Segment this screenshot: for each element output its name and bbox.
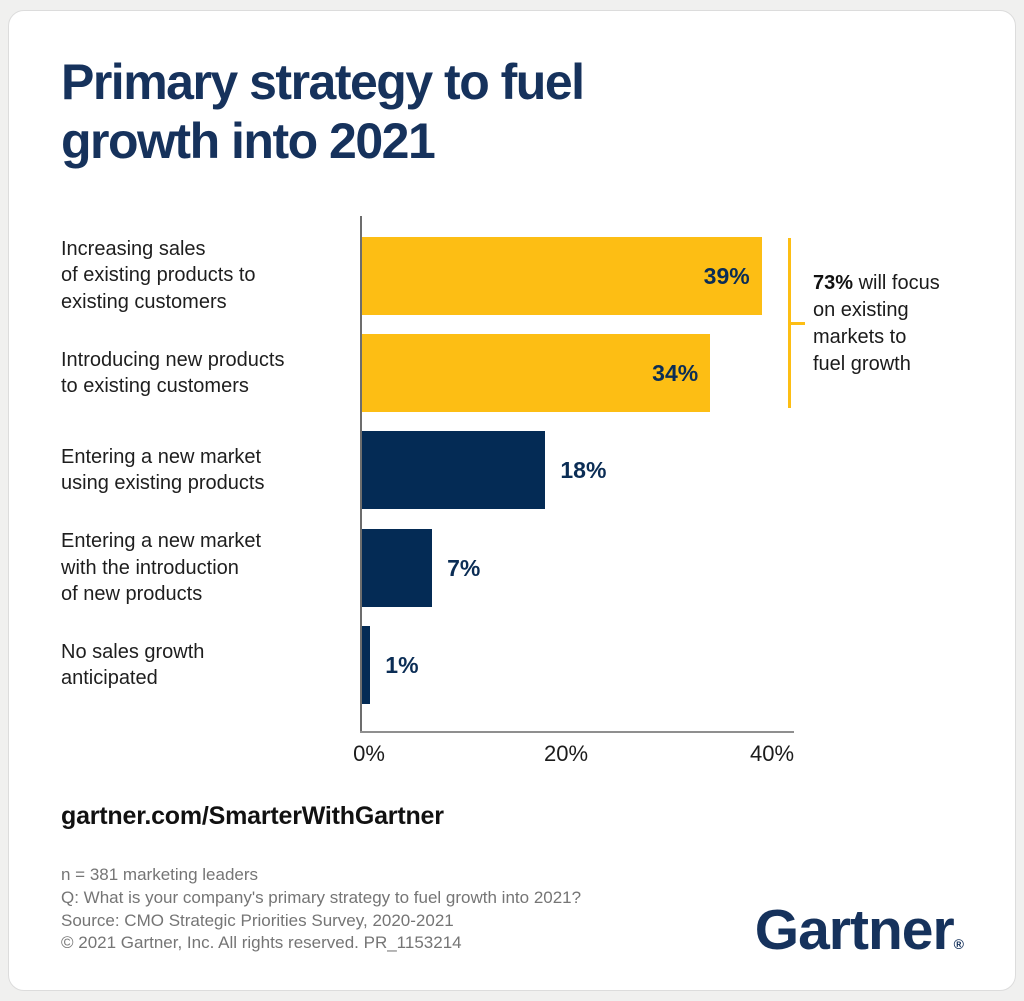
chart-title: Primary strategy to fuel growth into 202…	[61, 54, 585, 169]
bar-chart: Increasing sales of existing products to…	[61, 216, 975, 767]
footnotes: n = 381 marketing leaders Q: What is you…	[61, 864, 581, 954]
x-tick-40: 40%	[749, 741, 795, 767]
y-axis-line	[360, 216, 362, 731]
value-label: 1%	[385, 652, 419, 679]
footnote-question: Q: What is your company's primary strate…	[61, 887, 582, 907]
footnote-sample-size: n = 381 marketing leaders	[61, 865, 259, 885]
bar-track: 34%	[360, 334, 975, 413]
gartner-logo: Gartner®	[755, 902, 975, 959]
bar-track: 39%	[360, 236, 975, 315]
x-axis-ticks: 0% 20% 40%	[353, 741, 975, 767]
bar-row: Entering a new market using existing pro…	[61, 431, 975, 510]
bar-entering-market-new-products	[360, 528, 433, 607]
gartner-logo-text: Gartner	[754, 898, 955, 963]
bar-track: 7%	[360, 528, 975, 607]
infographic-card: Primary strategy to fuel growth into 202…	[8, 10, 1016, 991]
x-tick-0: 0%	[353, 741, 385, 767]
annotation-text: will focus on existing markets to fuel g…	[813, 272, 940, 375]
x-tick-20: 20%	[543, 741, 589, 767]
bar-track: 18%	[360, 431, 975, 510]
x-axis-line	[360, 731, 794, 734]
bar-entering-market-existing-products	[360, 431, 546, 510]
annotation-value: 73%	[813, 272, 854, 294]
bar-no-sales-growth	[360, 626, 371, 705]
registered-trademark-icon: ®	[953, 936, 964, 953]
value-label: 18%	[560, 457, 607, 484]
annotation-bracket-tick	[788, 322, 805, 325]
category-label: Increasing sales of existing products to…	[61, 238, 256, 313]
footnote-copyright: © 2021 Gartner, Inc. All rights reserved…	[61, 933, 462, 953]
bar-row: Entering a new market with the introduct…	[61, 528, 975, 607]
bar-introducing-new-products	[360, 334, 711, 413]
value-label: 7%	[447, 554, 481, 581]
bar-row: No sales growth anticipated 1%	[61, 626, 975, 705]
footer: n = 381 marketing leaders Q: What is you…	[61, 864, 975, 959]
category-label: No sales growth anticipated	[61, 640, 205, 690]
bar-row: Introducing new products to existing cus…	[61, 334, 975, 413]
value-label: 39%	[703, 262, 750, 289]
bar-track: 1%	[360, 626, 975, 705]
category-label: Introducing new products to existing cus…	[61, 348, 285, 398]
annotation-73-percent: 73% will focus on existing markets to fu…	[813, 270, 993, 378]
footnote-source: Source: CMO Strategic Priorities Survey,…	[61, 910, 454, 930]
gartner-site-link[interactable]: gartner.com/SmarterWithGartner	[61, 802, 444, 831]
value-label: 34%	[652, 360, 699, 387]
bar-row: Increasing sales of existing products to…	[61, 236, 975, 315]
category-label: Entering a new market with the introduct…	[61, 530, 262, 605]
bar-increasing-sales	[360, 236, 762, 315]
category-label: Entering a new market using existing pro…	[61, 445, 265, 495]
